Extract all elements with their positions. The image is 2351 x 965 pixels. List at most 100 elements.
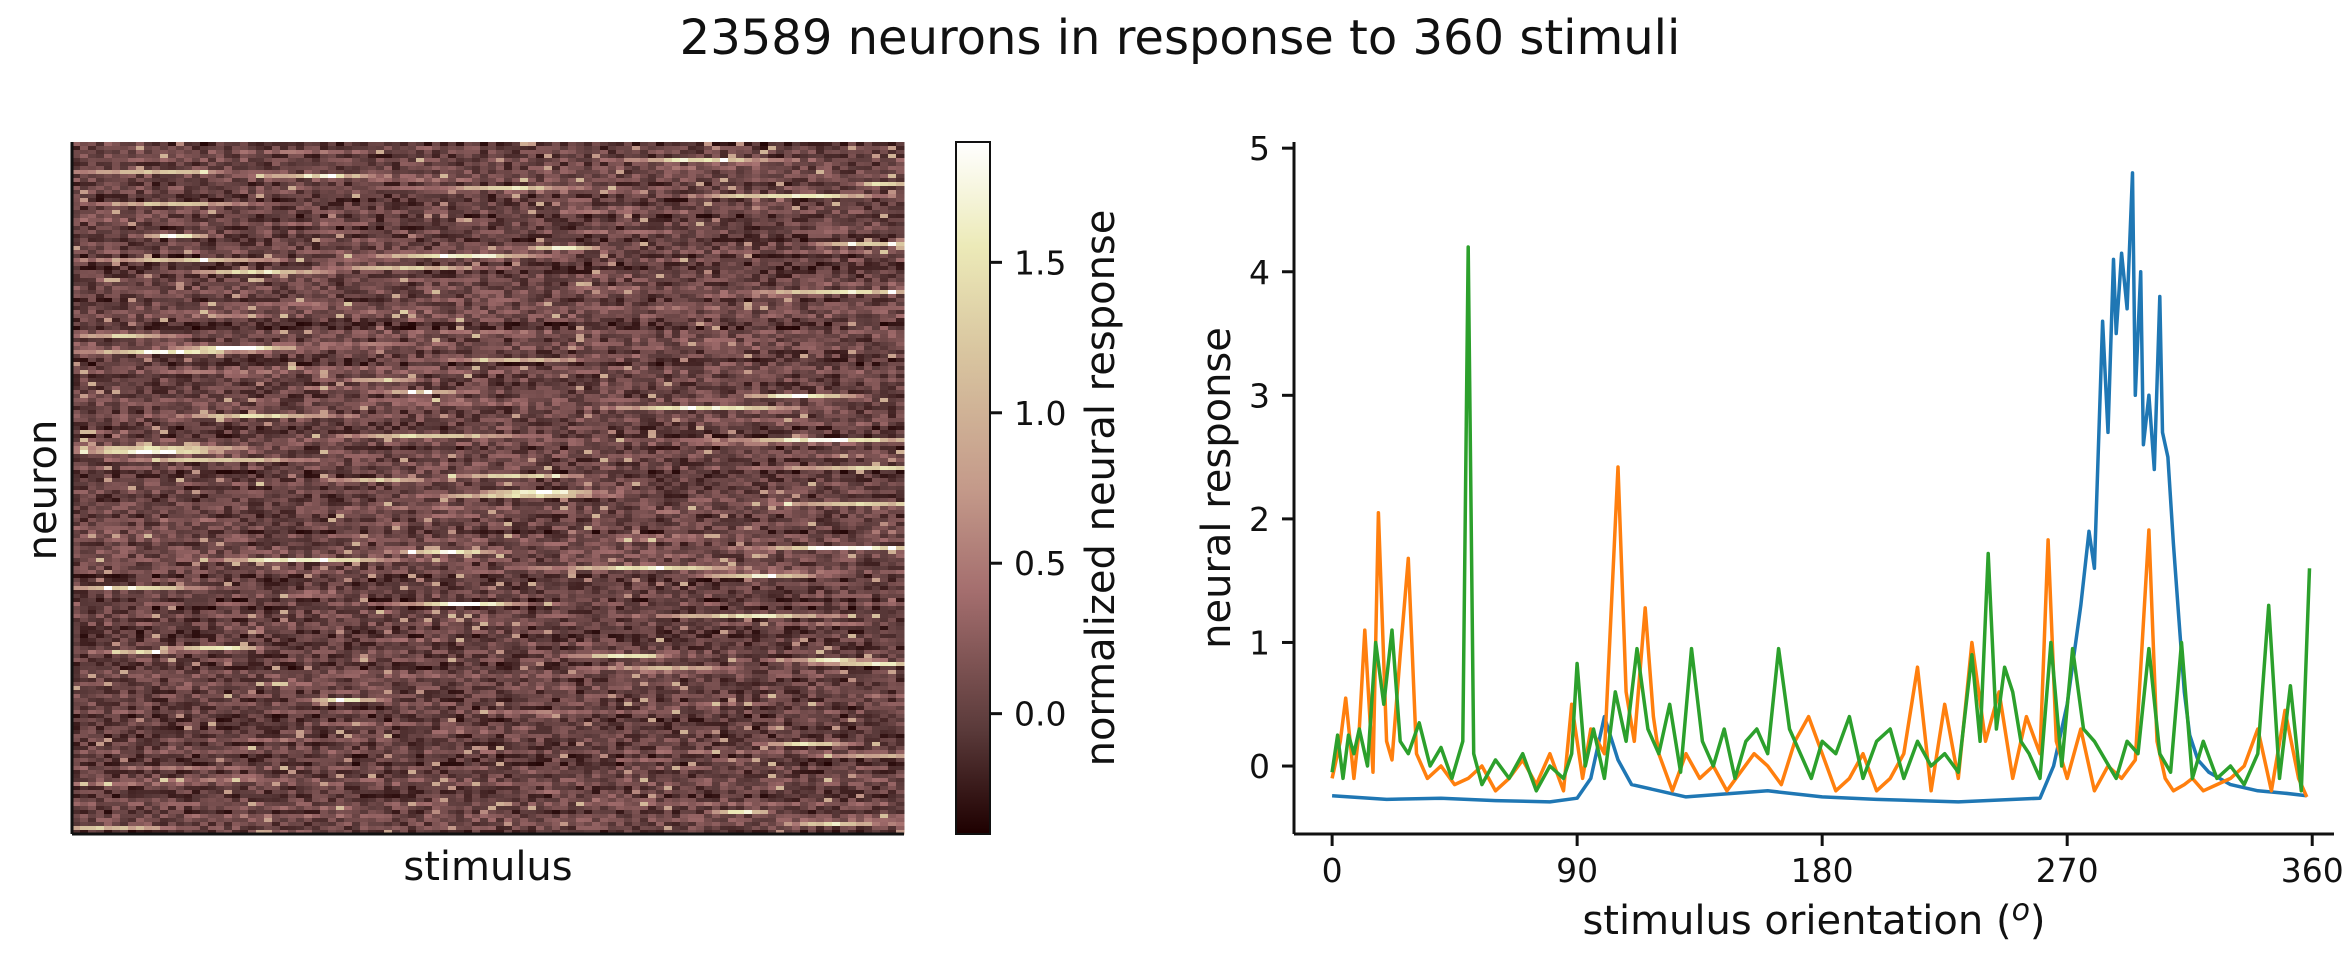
heatmap-cell <box>360 202 369 207</box>
heatmap-cell <box>832 230 841 235</box>
heatmap-cell <box>720 242 729 247</box>
heatmap-cell <box>504 194 513 199</box>
heatmap-cell <box>208 310 217 315</box>
heatmap-cell <box>216 314 225 319</box>
heatmap-cell <box>80 218 89 223</box>
heatmap-cell <box>72 318 81 323</box>
heatmap-cell <box>152 242 161 247</box>
heatmap-cell <box>352 270 361 275</box>
heatmap-cell <box>120 270 129 275</box>
heatmap-cell <box>472 146 481 151</box>
heatmap-cell <box>464 194 473 199</box>
heatmap-cell <box>120 242 129 247</box>
heatmap-cell <box>296 298 305 303</box>
heatmap-cell <box>568 278 577 283</box>
heatmap-cell <box>728 142 737 147</box>
heatmap-cell <box>880 178 889 183</box>
heatmap-cell <box>608 266 617 271</box>
heatmap-cell <box>464 294 473 299</box>
heatmap-cell <box>320 294 329 299</box>
heatmap-cell <box>632 174 641 179</box>
heatmap-cell <box>888 306 897 311</box>
heatmap-cell <box>80 266 89 271</box>
heatmap-cell <box>592 150 601 155</box>
heatmap-cell <box>480 294 489 299</box>
heatmap-cell <box>96 162 105 167</box>
heatmap-cell <box>472 322 481 327</box>
heatmap-cell <box>376 226 385 231</box>
heatmap-cell <box>72 178 81 183</box>
heatmap-cell <box>688 142 697 147</box>
heatmap-cell <box>760 318 769 323</box>
heatmap-cell <box>160 198 169 203</box>
heatmap-cell <box>248 170 257 175</box>
heatmap-cell <box>480 162 489 167</box>
heatmap-cell <box>448 306 457 311</box>
heatmap-cell <box>864 274 873 279</box>
heatmap-cell <box>520 238 529 243</box>
heatmap-cell <box>696 278 705 283</box>
heatmap-cell <box>96 314 105 319</box>
heatmap-cell <box>248 274 257 279</box>
heatmap-cell <box>808 298 817 303</box>
heatmap-cell <box>376 234 385 239</box>
heatmap-cell <box>616 182 625 187</box>
heatmap-cell <box>296 214 305 219</box>
heatmap-cell <box>688 194 697 199</box>
heatmap-cell <box>864 190 873 195</box>
heatmap-cell <box>280 298 289 303</box>
heatmap-cell <box>608 310 617 315</box>
heatmap-cell <box>464 306 473 311</box>
heatmap-cell <box>296 274 305 279</box>
heatmap-cell <box>808 206 817 211</box>
heatmap-cell <box>312 310 321 315</box>
heatmap-cell <box>776 310 785 315</box>
heatmap-cell <box>400 210 409 215</box>
heatmap-cell <box>120 310 129 315</box>
heatmap-cell <box>752 178 761 183</box>
heatmap-cell <box>464 266 473 271</box>
heatmap-cell <box>440 198 449 203</box>
heatmap-cell <box>840 318 849 323</box>
heatmap-cell <box>592 158 601 163</box>
heatmap-cell <box>216 182 225 187</box>
heatmap-cell <box>512 174 521 179</box>
heatmap-cell <box>560 262 569 267</box>
heatmap-cell <box>224 170 233 175</box>
heatmap-cell <box>312 186 321 191</box>
heatmap-cell <box>712 154 721 159</box>
heatmap-cell <box>240 166 249 171</box>
heatmap-cell <box>144 190 153 195</box>
heatmap-cell <box>496 286 505 291</box>
heatmap-cell <box>120 306 129 311</box>
heatmap-cell <box>312 254 321 259</box>
heatmap-cell <box>560 254 569 259</box>
heatmap-cell <box>328 206 337 211</box>
heatmap-cell <box>840 282 849 287</box>
heatmap-cell <box>88 238 97 243</box>
heatmap-cell <box>248 250 257 255</box>
heatmap-cell <box>704 150 713 155</box>
heatmap-cell <box>488 286 497 291</box>
heatmap-cell <box>440 154 449 159</box>
heatmap-cell <box>600 290 609 295</box>
heatmap-cell <box>208 318 217 323</box>
heatmap-cell <box>96 186 105 191</box>
heatmap-cell <box>240 242 249 247</box>
heatmap-cell <box>336 210 345 215</box>
heatmap-cell <box>672 170 681 175</box>
heatmap-cell <box>424 190 433 195</box>
heatmap-cell <box>304 234 313 239</box>
heatmap-cell <box>144 270 153 275</box>
heatmap-cell <box>200 162 209 167</box>
heatmap-cell <box>488 210 497 215</box>
heatmap-cell <box>536 162 545 167</box>
heatmap-cell <box>320 198 329 203</box>
heatmap-cell <box>792 314 801 319</box>
heatmap-cell <box>224 186 233 191</box>
heatmap-cell <box>280 222 289 227</box>
heatmap-cell <box>160 246 169 251</box>
heatmap-cell <box>296 238 305 243</box>
heatmap-cell <box>728 330 737 335</box>
heatmap-cell <box>376 246 385 251</box>
